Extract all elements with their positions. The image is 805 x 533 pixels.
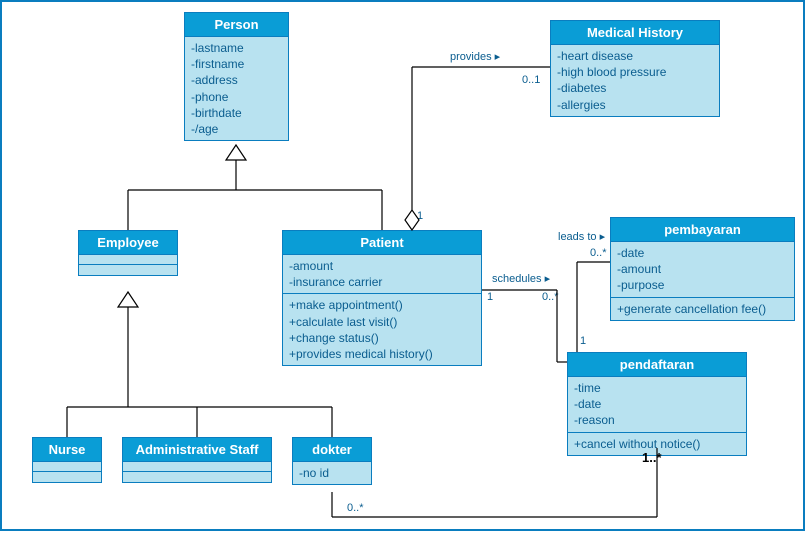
class-ops: [79, 265, 177, 275]
uml-canvas: Person -lastname -firstname -address -ph…: [0, 0, 805, 531]
class-employee: Employee: [78, 230, 178, 276]
class-title: pendaftaran: [568, 353, 746, 377]
class-admin-staff: Administrative Staff: [122, 437, 272, 483]
class-title: Person: [185, 13, 288, 37]
class-attrs: -heart disease -high blood pressure -dia…: [551, 45, 719, 116]
class-ops: [123, 472, 271, 482]
mult-schedules-target: 0..*: [542, 291, 559, 303]
class-attrs: [33, 462, 101, 472]
class-ops: +generate cancellation fee(): [611, 298, 794, 320]
label-leads-to: leads to ▸: [558, 230, 605, 243]
class-attrs: [79, 255, 177, 265]
class-attrs: -amount -insurance carrier: [283, 255, 481, 294]
class-title: pembayaran: [611, 218, 794, 242]
class-nurse: Nurse: [32, 437, 102, 483]
mult-leads-to-source: 1: [580, 335, 586, 347]
class-title: Nurse: [33, 438, 101, 462]
mult-dokter-source: 0..*: [347, 502, 364, 514]
class-attrs: -lastname -firstname -address -phone -bi…: [185, 37, 288, 140]
class-attrs: -time -date -reason: [568, 377, 746, 433]
class-person: Person -lastname -firstname -address -ph…: [184, 12, 289, 141]
class-pendaftaran: pendaftaran -time -date -reason +cancel …: [567, 352, 747, 456]
class-title: Patient: [283, 231, 481, 255]
class-title: Administrative Staff: [123, 438, 271, 462]
class-title: dokter: [293, 438, 371, 462]
class-dokter: dokter -no id: [292, 437, 372, 485]
class-patient: Patient -amount -insurance carrier +make…: [282, 230, 482, 366]
mult-provides-source: 1: [417, 210, 423, 222]
class-title: Employee: [79, 231, 177, 255]
class-medical-history: Medical History -heart disease -high blo…: [550, 20, 720, 117]
class-attrs: -date -amount -purpose: [611, 242, 794, 298]
mult-dokter-target: 1..*: [642, 450, 662, 465]
class-ops: +make appointment() +calculate last visi…: [283, 294, 481, 365]
class-ops: [33, 472, 101, 482]
mult-schedules-source: 1: [487, 291, 493, 303]
class-pembayaran: pembayaran -date -amount -purpose +gener…: [610, 217, 795, 321]
mult-provides-target: 0..1: [522, 74, 540, 86]
label-schedules: schedules ▸: [492, 272, 550, 285]
label-provides: provides ▸: [450, 50, 500, 63]
mult-leads-to-target: 0..*: [590, 247, 607, 259]
class-title: Medical History: [551, 21, 719, 45]
class-attrs: -no id: [293, 462, 371, 484]
class-attrs: [123, 462, 271, 472]
